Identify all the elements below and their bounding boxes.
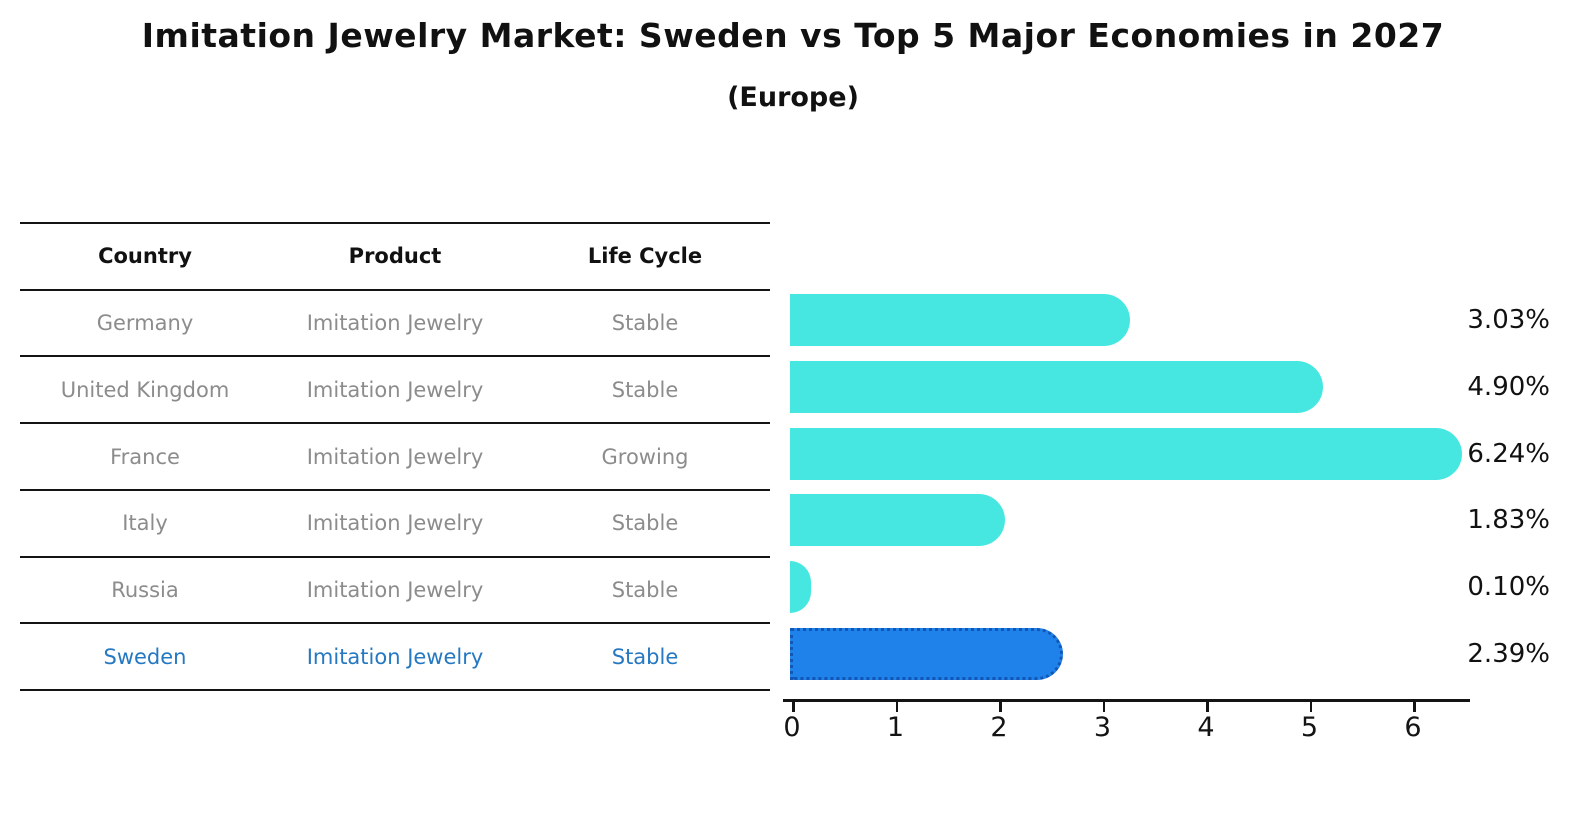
cell-life-cycle: Stable bbox=[611, 644, 679, 669]
cell-country: Russia bbox=[111, 577, 179, 602]
cell-product: Imitation Jewelry bbox=[306, 444, 484, 469]
column-header-life-cycle: Life Cycle bbox=[587, 244, 703, 269]
bar-value-label: 1.83% bbox=[1467, 505, 1550, 536]
table-row-france: France Imitation Jewelry Growing bbox=[20, 424, 770, 491]
bar-value-label: 3.03% bbox=[1467, 305, 1550, 336]
chart-subtitle: (Europe) bbox=[727, 82, 859, 113]
bar-sweden bbox=[790, 627, 1064, 680]
table-header-row: Country Product Life Cycle bbox=[20, 224, 770, 291]
bar-germany bbox=[790, 294, 1130, 347]
cell-country: Germany bbox=[96, 311, 194, 336]
bar-value-label: 6.24% bbox=[1467, 438, 1550, 469]
bar-value-label: 0.10% bbox=[1467, 572, 1550, 602]
cell-product: Imitation Jewelry bbox=[306, 577, 484, 602]
cell-product: Imitation Jewelry bbox=[306, 511, 484, 536]
cell-life-cycle: Stable bbox=[611, 577, 679, 602]
chart-title: Imitation Jewelry Market: Sweden vs Top … bbox=[141, 16, 1445, 55]
x-tick-mark bbox=[1413, 702, 1416, 712]
cell-country: Sweden bbox=[103, 644, 187, 669]
x-tick-label: 3 bbox=[1093, 712, 1112, 743]
x-tick-mark bbox=[1102, 702, 1105, 712]
cell-life-cycle: Stable bbox=[611, 377, 679, 402]
cell-product: Imitation Jewelry bbox=[306, 644, 484, 669]
bar-value-label: 4.90% bbox=[1467, 372, 1550, 402]
table-row-sweden: Sweden Imitation Jewelry Stable bbox=[20, 624, 770, 689]
cell-life-cycle: Growing bbox=[601, 444, 689, 469]
column-header-country: Country bbox=[98, 244, 192, 269]
x-tick-label: 5 bbox=[1300, 712, 1319, 743]
cell-country: Italy bbox=[122, 511, 168, 536]
x-tick-mark bbox=[895, 702, 898, 712]
x-tick-mark bbox=[1309, 702, 1312, 712]
bar-russia bbox=[790, 561, 811, 613]
x-tick-mark bbox=[1206, 702, 1209, 712]
x-tick-label: 4 bbox=[1197, 712, 1215, 743]
cell-life-cycle: Stable bbox=[611, 311, 679, 336]
table-row-united-kingdom: United Kingdom Imitation Jewelry Stable bbox=[20, 357, 770, 425]
x-tick-mark bbox=[999, 702, 1002, 712]
column-header-product: Product bbox=[348, 244, 442, 269]
cell-country: France bbox=[110, 444, 180, 469]
country-table: Country Product Life Cycle Germany Imitat… bbox=[20, 222, 770, 691]
x-tick-label: 0 bbox=[783, 712, 801, 743]
x-axis-line bbox=[783, 699, 1470, 702]
table-row-italy: Italy Imitation Jewelry Stable bbox=[20, 491, 770, 558]
x-tick-label: 6 bbox=[1404, 712, 1422, 743]
bar-value-label: 2.39% bbox=[1467, 638, 1550, 669]
x-tick-mark bbox=[792, 702, 795, 712]
bar-italy bbox=[790, 494, 1006, 547]
table-row-russia: Russia Imitation Jewelry Stable bbox=[20, 558, 770, 625]
bar-france bbox=[790, 427, 1462, 480]
cell-product: Imitation Jewelry bbox=[306, 377, 484, 402]
cell-product: Imitation Jewelry bbox=[306, 311, 484, 336]
bar-united-kingdom bbox=[790, 361, 1324, 413]
x-tick-label: 1 bbox=[886, 712, 905, 743]
cell-life-cycle: Stable bbox=[611, 511, 679, 536]
cell-country: United Kingdom bbox=[60, 377, 230, 402]
x-tick-label: 2 bbox=[990, 712, 1008, 743]
table-row-germany: Germany Imitation Jewelry Stable bbox=[20, 291, 770, 358]
